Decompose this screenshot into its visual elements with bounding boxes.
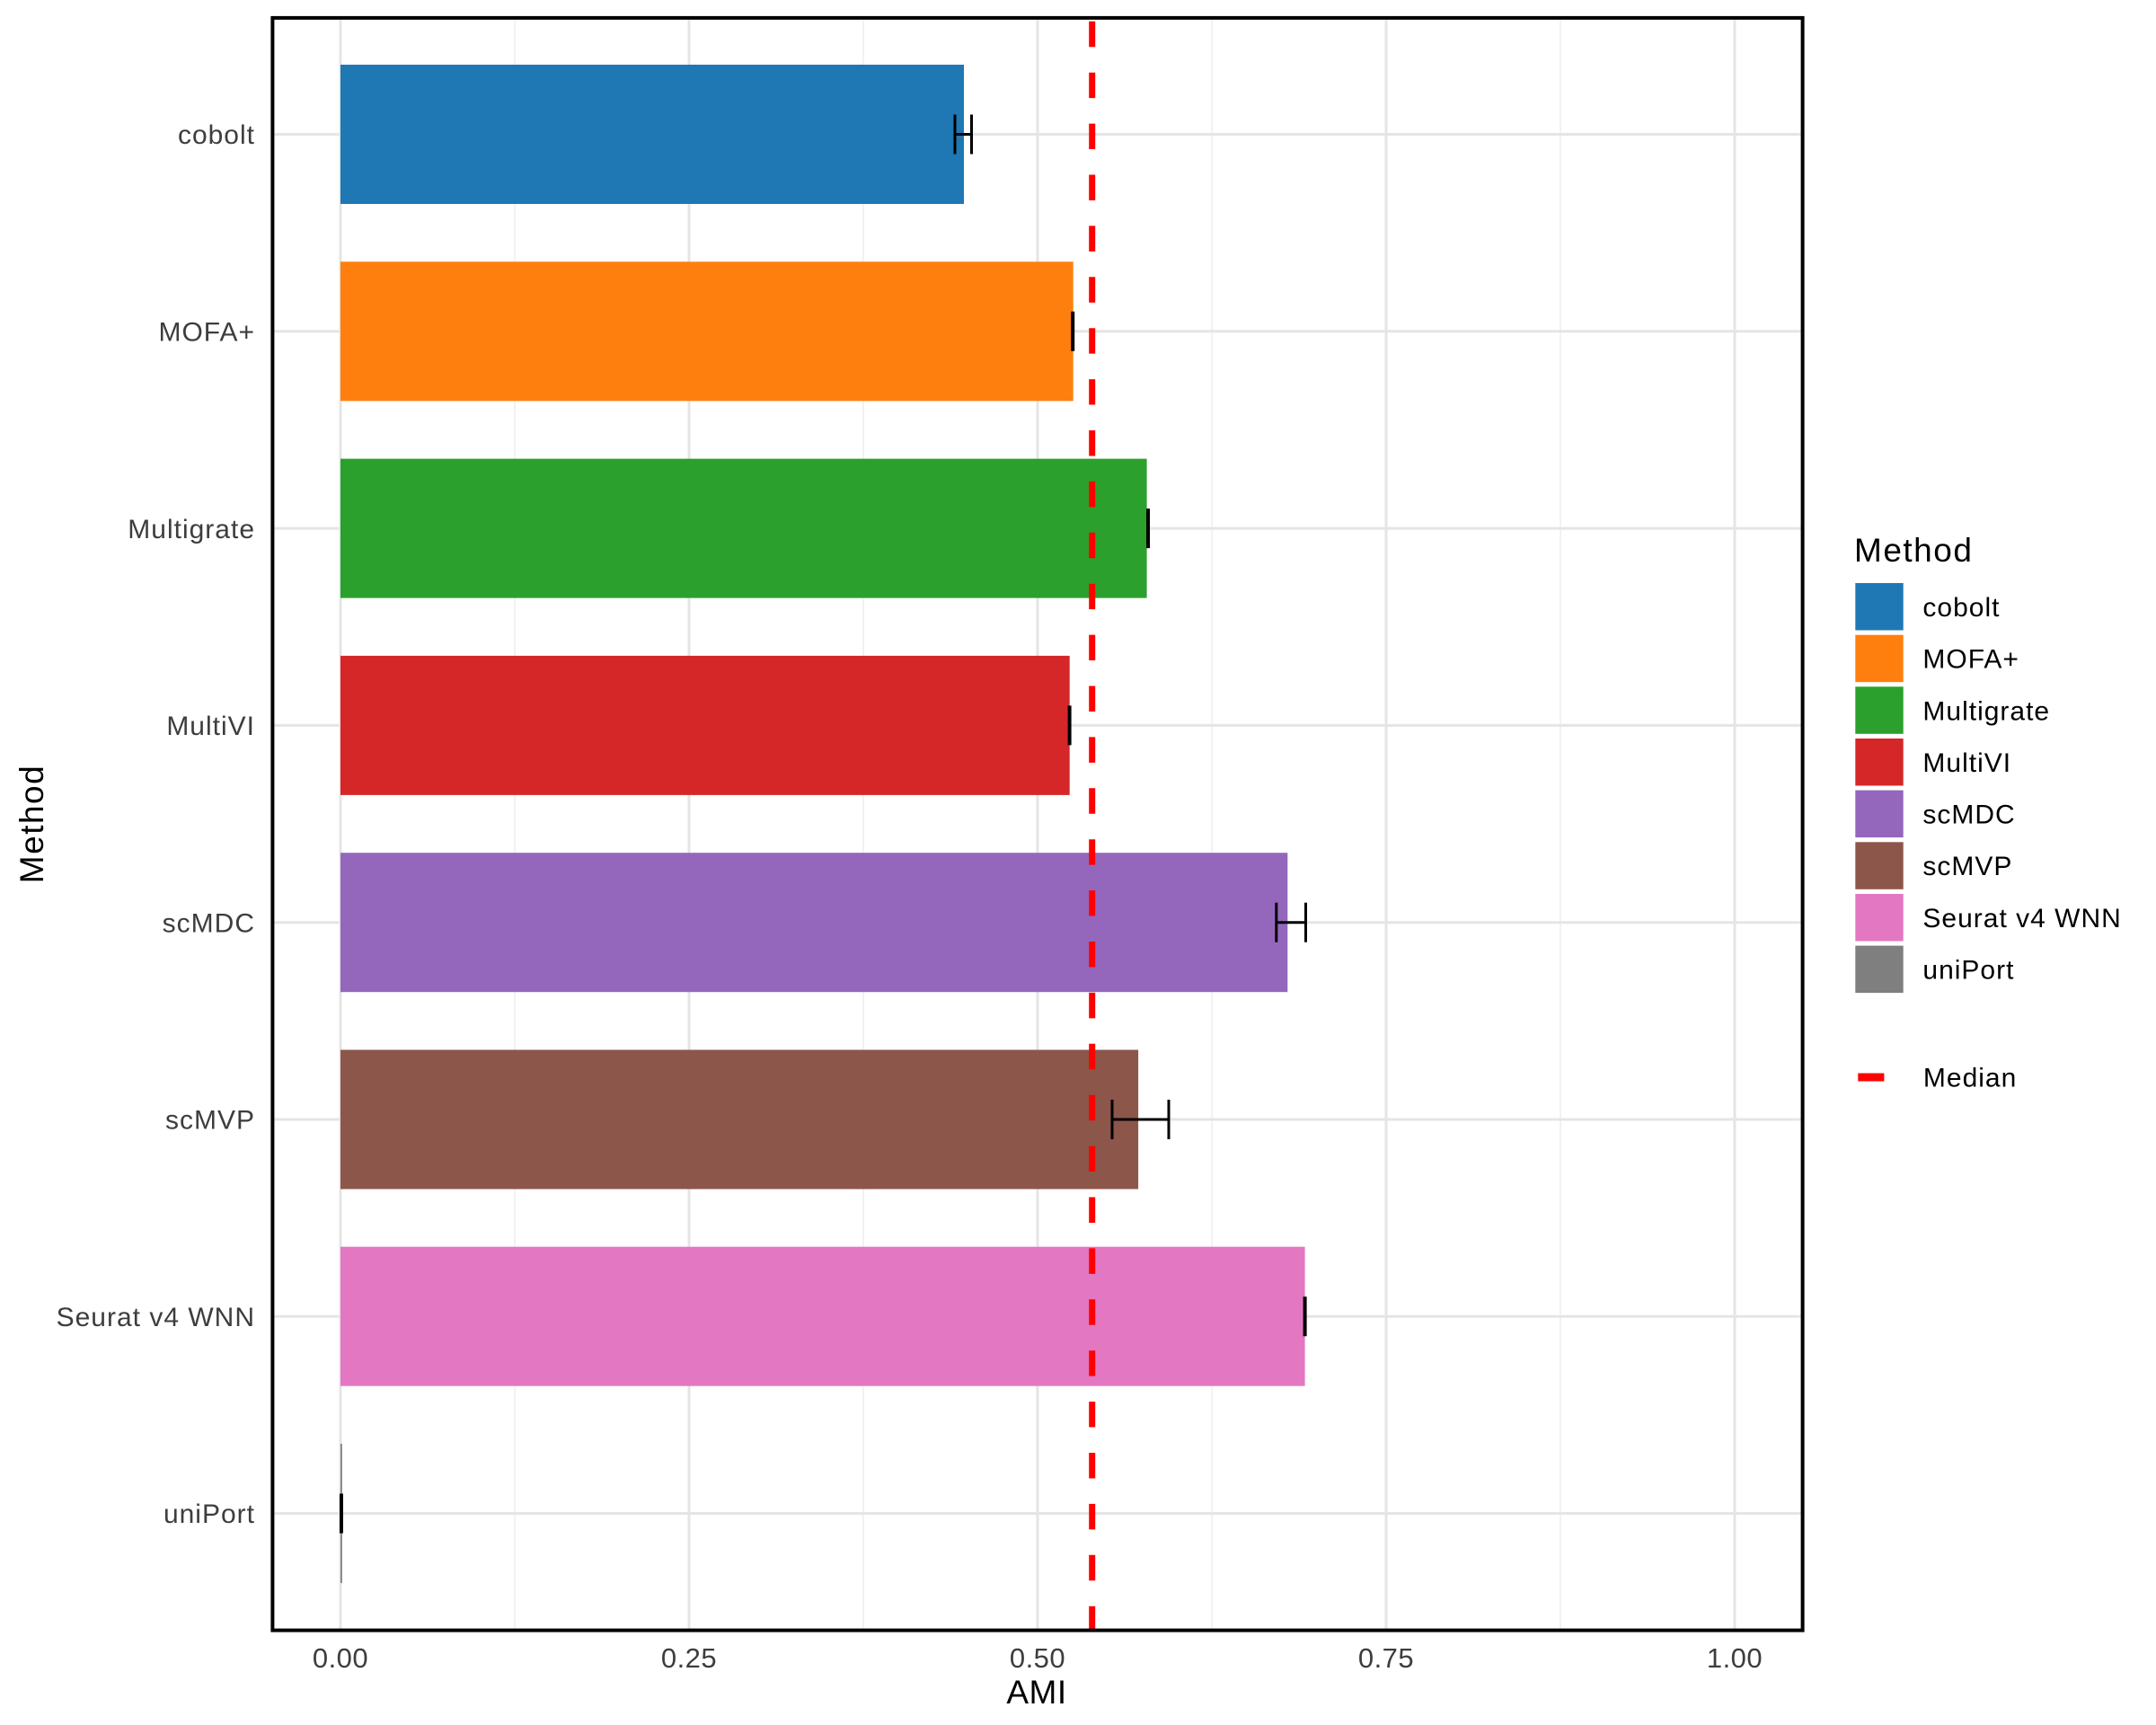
svg-text:Multigrate: Multigrate — [128, 515, 255, 544]
svg-text:Median: Median — [1923, 1064, 2017, 1093]
svg-text:MultiVI: MultiVI — [166, 712, 255, 741]
svg-text:scMVP: scMVP — [165, 1106, 255, 1136]
svg-text:uniPort: uniPort — [163, 1499, 255, 1529]
svg-text:0.75: 0.75 — [1358, 1642, 1414, 1674]
svg-text:cobolt: cobolt — [1922, 593, 2000, 623]
svg-text:MultiVI: MultiVI — [1922, 748, 2011, 778]
svg-text:scMDC: scMDC — [163, 908, 255, 938]
svg-text:MOFA+: MOFA+ — [158, 318, 255, 348]
svg-text:0.50: 0.50 — [1010, 1642, 1065, 1674]
svg-text:Method: Method — [13, 765, 50, 883]
svg-text:scMVP: scMVP — [1922, 852, 2012, 881]
svg-text:MOFA+: MOFA+ — [1922, 645, 2019, 675]
svg-text:AMI: AMI — [1006, 1674, 1066, 1711]
svg-text:scMDC: scMDC — [1922, 801, 2015, 830]
svg-text:0.25: 0.25 — [661, 1642, 717, 1674]
svg-text:cobolt: cobolt — [178, 120, 255, 150]
svg-text:Seurat v4 WNN: Seurat v4 WNN — [1922, 904, 2121, 933]
svg-text:Method: Method — [1854, 532, 1973, 569]
svg-text:0.00: 0.00 — [313, 1642, 368, 1674]
svg-text:Seurat v4 WNN: Seurat v4 WNN — [57, 1303, 255, 1332]
svg-text:1.00: 1.00 — [1707, 1642, 1763, 1674]
svg-text:uniPort: uniPort — [1922, 956, 2014, 986]
svg-text:Multigrate: Multigrate — [1922, 696, 2050, 726]
